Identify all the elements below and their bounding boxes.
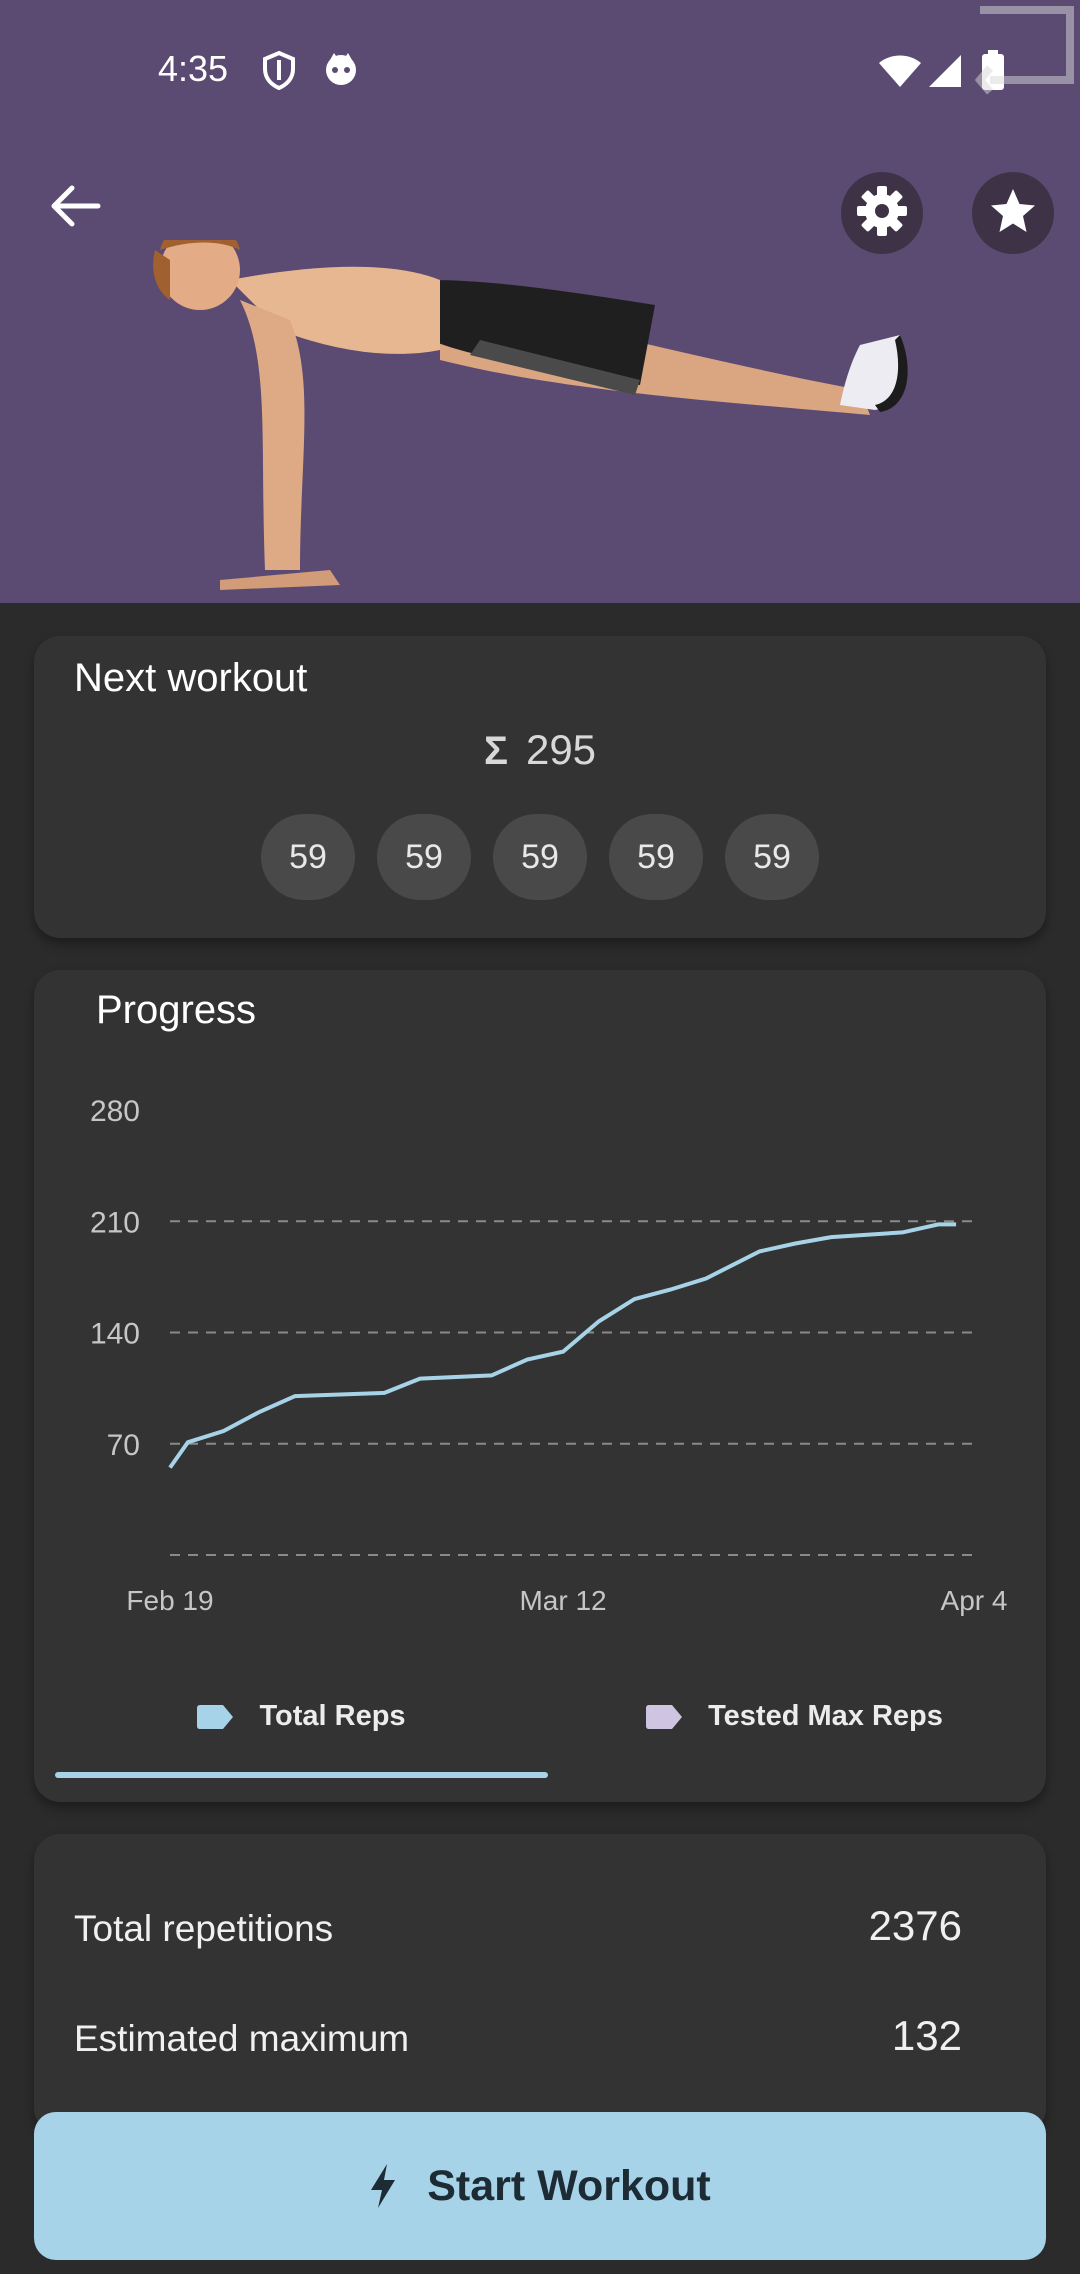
selected-tab-indicator — [55, 1772, 548, 1778]
progress-chart: 70 140 210 280 Feb 19 Mar 12 Apr 4 — [34, 1060, 1046, 1620]
tag-icon — [646, 1704, 683, 1729]
push-up-illustration — [153, 240, 908, 590]
set-chip: 59 — [261, 814, 355, 900]
legend-tab-total-reps[interactable]: Total Reps — [55, 1656, 548, 1776]
set-chip: 59 — [725, 814, 819, 900]
gear-icon — [855, 184, 909, 243]
favorite-button[interactable] — [972, 172, 1054, 254]
legend-tab-tested-max-reps[interactable]: Tested Max Reps — [548, 1656, 1041, 1776]
cat-icon — [322, 50, 360, 93]
shield-icon — [262, 50, 296, 95]
stats-card: Total repetitions 2376 Estimated maximum… — [34, 1834, 1046, 2134]
status-time: 4:35 — [158, 48, 229, 89]
stat-label: Estimated maximum — [74, 2018, 410, 2059]
series-line-total-reps — [168, 1222, 957, 1469]
set-chip: 59 — [609, 814, 703, 900]
progress-chart-svg: 70 140 210 280 Feb 19 Mar 12 Apr 4 — [90, 1095, 1008, 1616]
wifi-icon — [878, 54, 922, 93]
arrow-left-icon — [50, 184, 102, 233]
stat-label: Total repetitions — [74, 1908, 334, 1949]
x-tick-label: Feb 19 — [126, 1585, 213, 1616]
x-tick-label: Mar 12 — [519, 1585, 606, 1616]
y-tick-label: 280 — [90, 1095, 140, 1128]
star-icon — [988, 186, 1038, 241]
progress-card: Progress — [34, 970, 1046, 1802]
y-tick-label: 210 — [90, 1206, 140, 1239]
workout-sets: 59 59 59 59 59 — [34, 814, 1046, 900]
screen-record-icon — [970, 0, 1080, 110]
workout-total: Σ 295 — [34, 726, 1046, 774]
lightning-icon — [369, 2164, 397, 2208]
legend-label-total-reps: Total Reps — [259, 1699, 406, 1732]
stat-total-repetitions: Total repetitions 2376 — [34, 1894, 1046, 1974]
sigma-icon: Σ — [483, 729, 508, 773]
status-bar: 4:35 — [0, 0, 1080, 140]
signal-icon — [928, 54, 962, 93]
set-chip: 59 — [377, 814, 471, 900]
next-workout-title: Next workout — [74, 656, 308, 700]
start-workout-button[interactable]: Start Workout — [34, 2112, 1046, 2260]
y-tick-label: 70 — [107, 1429, 140, 1462]
header-hero: 4:35 — [0, 0, 1080, 603]
settings-button[interactable] — [841, 172, 923, 254]
tag-icon — [197, 1704, 234, 1729]
x-tick-label: Apr 4 — [941, 1585, 1008, 1616]
start-workout-label: Start Workout — [427, 2161, 711, 2210]
stat-value: 132 — [891, 2012, 962, 2059]
stat-value: 2376 — [868, 1902, 962, 1949]
workout-total-value: 295 — [525, 726, 597, 773]
back-button[interactable] — [40, 172, 112, 244]
next-workout-card[interactable]: Next workout Σ 295 59 59 59 59 59 — [34, 636, 1046, 938]
set-chip: 59 — [493, 814, 587, 900]
y-tick-label: 140 — [90, 1318, 140, 1351]
stat-estimated-maximum: Estimated maximum 132 — [34, 2004, 1046, 2084]
progress-title: Progress — [96, 988, 257, 1032]
legend-label-tested-max-reps: Tested Max Reps — [708, 1699, 943, 1732]
